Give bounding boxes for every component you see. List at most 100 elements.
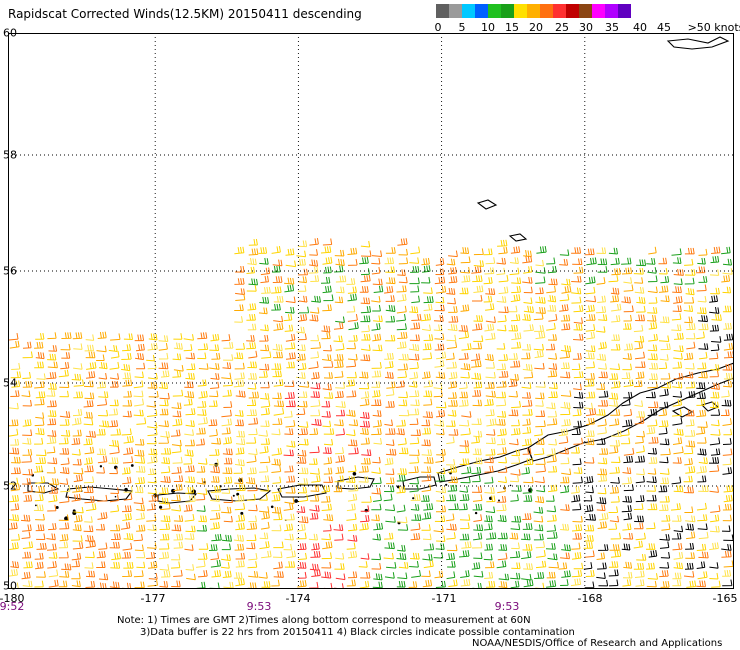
wind-barb	[421, 484, 432, 492]
wind-barb	[511, 341, 522, 349]
wind-barb	[122, 344, 131, 352]
wind-barb	[648, 246, 657, 255]
wind-barb	[485, 316, 496, 323]
wind-barb	[347, 439, 358, 447]
wind-barb	[584, 504, 594, 513]
wind-barb	[546, 402, 556, 410]
wind-barb	[721, 246, 731, 255]
wind-barb	[684, 562, 694, 570]
wind-barb	[134, 334, 145, 342]
wind-barb	[636, 411, 646, 418]
wind-barb	[523, 579, 534, 588]
wind-barb	[433, 525, 444, 533]
wind-barb	[360, 505, 370, 512]
wind-barb	[396, 516, 408, 524]
wind-barb	[535, 465, 546, 473]
wind-barb	[535, 331, 546, 340]
wind-barb	[296, 523, 306, 532]
wind-barb	[346, 579, 356, 587]
wind-barb	[47, 504, 57, 512]
wind-barb	[623, 305, 634, 313]
wind-barb	[546, 505, 557, 513]
wind-barb	[585, 408, 597, 417]
wind-barb	[34, 552, 44, 560]
wind-barb	[696, 399, 706, 406]
wind-barb	[271, 494, 281, 502]
wind-barb	[448, 579, 458, 587]
wind-barb	[196, 581, 206, 589]
wind-barb	[522, 343, 532, 351]
wind-barb	[696, 543, 707, 551]
wind-barb	[547, 553, 558, 561]
wind-barb	[473, 335, 484, 342]
wind-barb	[273, 315, 284, 323]
wind-barb	[297, 571, 307, 579]
wind-barb	[446, 513, 455, 522]
wind-barb	[647, 314, 657, 322]
wind-barb	[158, 381, 168, 390]
wind-barb	[110, 561, 121, 569]
wind-barb	[47, 353, 57, 361]
wind-barb	[260, 438, 270, 445]
wind-barb	[348, 484, 359, 492]
wind-barb	[110, 333, 121, 341]
wind-barb	[458, 352, 469, 360]
wind-barb	[297, 562, 307, 569]
wind-barb	[608, 400, 618, 407]
wind-barb	[96, 561, 106, 568]
wind-barb	[448, 400, 458, 407]
wind-barb	[486, 418, 497, 427]
wind-barb	[573, 467, 583, 474]
wind-barb	[660, 276, 670, 284]
wind-barb	[448, 371, 458, 380]
wind-barb	[72, 332, 83, 340]
wind-barb	[373, 522, 384, 531]
wind-barb	[273, 295, 284, 303]
wind-barb	[683, 475, 693, 483]
wind-barb	[634, 515, 644, 523]
wind-barb	[196, 438, 205, 446]
wind-barb	[634, 417, 645, 425]
wind-barb	[297, 486, 307, 494]
wind-barb	[686, 531, 696, 540]
wind-barb	[696, 266, 706, 274]
wind-barb	[371, 553, 382, 561]
wind-barb	[361, 449, 372, 456]
wind-barb	[348, 419, 359, 427]
wind-barb	[560, 523, 570, 531]
wind-barb	[36, 571, 46, 578]
wind-barb	[83, 438, 93, 446]
wind-barb	[222, 467, 233, 475]
wind-barb	[322, 354, 332, 362]
wind-barb	[498, 274, 509, 283]
wind-barb	[173, 541, 183, 549]
wind-barb	[596, 277, 606, 285]
wind-barb	[261, 581, 271, 588]
wind-barb	[684, 506, 694, 513]
wind-barb	[535, 496, 545, 504]
wind-barb	[386, 448, 397, 456]
wind-barb	[421, 466, 432, 473]
wind-barb	[108, 457, 119, 464]
wind-barb	[284, 523, 294, 532]
wind-barb	[261, 286, 271, 294]
wind-barb	[635, 579, 645, 587]
wind-barb	[85, 351, 96, 359]
wind-barb	[435, 486, 447, 494]
wind-barb	[433, 315, 444, 322]
scale-swatch	[618, 4, 631, 18]
wind-barb	[659, 438, 670, 446]
wind-barb	[522, 544, 533, 551]
wind-barb	[284, 561, 296, 568]
wind-barb	[211, 352, 221, 360]
wind-barb	[572, 476, 583, 484]
wind-barb	[484, 398, 494, 407]
wind-barb	[709, 542, 719, 551]
wind-barb	[571, 542, 581, 550]
wind-barb	[309, 249, 318, 256]
wind-barb	[698, 248, 708, 256]
wind-barb	[34, 398, 45, 406]
wind-barb	[673, 485, 684, 493]
wind-barb	[547, 304, 557, 312]
wind-barb	[197, 409, 207, 416]
